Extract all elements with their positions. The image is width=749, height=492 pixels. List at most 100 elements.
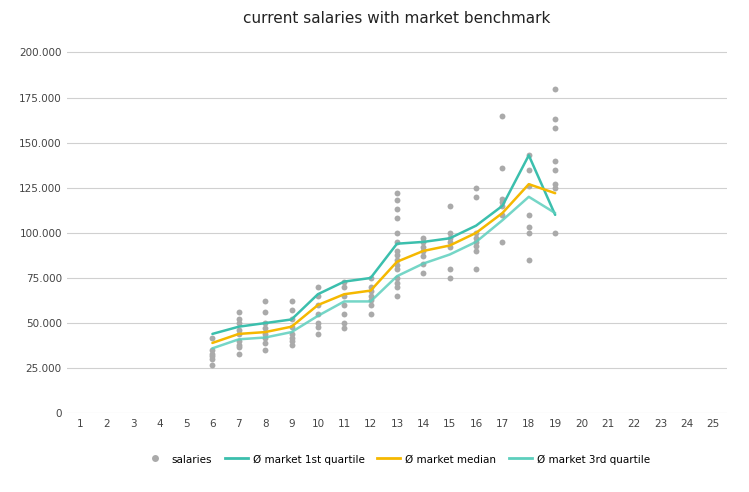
Point: [470, 265, 482, 273]
Point: [470, 184, 482, 192]
Point: [365, 301, 377, 309]
Point: [497, 202, 509, 210]
Point: [312, 323, 324, 331]
Point: [285, 323, 297, 331]
Point: [443, 229, 455, 237]
Point: [391, 265, 403, 273]
Point: [470, 247, 482, 255]
Point: [285, 298, 297, 306]
Point: [523, 152, 535, 159]
Point: [339, 319, 351, 327]
Point: [470, 229, 482, 237]
Point: [207, 334, 219, 341]
Point: [497, 164, 509, 172]
Point: [443, 265, 455, 273]
Point: [549, 157, 561, 165]
Point: [549, 115, 561, 123]
Point: [207, 361, 219, 369]
Title: current salaries with market benchmark: current salaries with market benchmark: [243, 11, 551, 27]
Point: [497, 112, 509, 120]
Point: [497, 198, 509, 206]
Point: [233, 342, 245, 350]
Point: [549, 166, 561, 174]
Point: [470, 242, 482, 249]
Point: [312, 283, 324, 291]
Point: [523, 166, 535, 174]
Point: [207, 352, 219, 360]
Point: [339, 283, 351, 291]
Point: [365, 283, 377, 291]
Point: [391, 189, 403, 197]
Point: [391, 256, 403, 264]
Point: [417, 244, 429, 251]
Point: [259, 330, 271, 338]
Point: [365, 274, 377, 282]
Point: [443, 234, 455, 242]
Point: [233, 330, 245, 338]
Point: [233, 350, 245, 358]
Point: [233, 337, 245, 345]
Point: [417, 260, 429, 268]
Point: [523, 223, 535, 231]
Point: [549, 180, 561, 188]
Point: [339, 292, 351, 300]
Point: [312, 330, 324, 338]
Point: [391, 229, 403, 237]
Point: [417, 252, 429, 260]
Point: [312, 310, 324, 318]
Point: [549, 229, 561, 237]
Point: [523, 229, 535, 237]
Point: [470, 238, 482, 246]
Point: [207, 350, 219, 358]
Point: [259, 334, 271, 341]
Point: [443, 274, 455, 282]
Point: [391, 292, 403, 300]
Point: [391, 279, 403, 287]
Point: [365, 310, 377, 318]
Point: [259, 339, 271, 347]
Point: [391, 206, 403, 214]
Point: [391, 250, 403, 258]
Point: [207, 355, 219, 363]
Point: [523, 182, 535, 190]
Point: [259, 346, 271, 354]
Point: [312, 292, 324, 300]
Point: [549, 184, 561, 192]
Point: [523, 256, 535, 264]
Point: [470, 193, 482, 201]
Point: [497, 238, 509, 246]
Point: [207, 346, 219, 354]
Point: [391, 274, 403, 282]
Point: [233, 315, 245, 323]
Point: [285, 337, 297, 345]
Point: [285, 334, 297, 341]
Point: [365, 296, 377, 304]
Point: [233, 308, 245, 316]
Point: [233, 326, 245, 334]
Point: [549, 124, 561, 132]
Point: [339, 277, 351, 285]
Point: [443, 244, 455, 251]
Point: [391, 215, 403, 222]
Point: [417, 234, 429, 242]
Point: [391, 196, 403, 204]
Point: [417, 238, 429, 246]
Point: [339, 301, 351, 309]
Point: [443, 238, 455, 246]
Point: [312, 301, 324, 309]
Point: [259, 308, 271, 316]
Point: [259, 319, 271, 327]
Point: [312, 319, 324, 327]
Point: [365, 287, 377, 295]
Legend: salaries, Ø market 1st quartile, Ø market median, Ø market 3rd quartile: salaries, Ø market 1st quartile, Ø marke…: [139, 450, 655, 469]
Point: [233, 341, 245, 349]
Point: [339, 325, 351, 333]
Point: [339, 310, 351, 318]
Point: [285, 330, 297, 338]
Point: [391, 261, 403, 269]
Point: [391, 283, 403, 291]
Point: [285, 307, 297, 314]
Point: [391, 247, 403, 255]
Point: [417, 247, 429, 255]
Point: [497, 211, 509, 219]
